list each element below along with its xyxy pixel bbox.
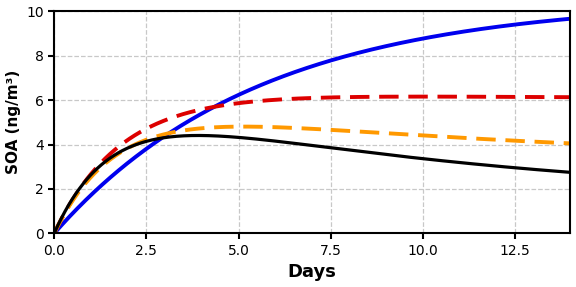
Y-axis label: SOA (ng/m³): SOA (ng/m³) xyxy=(6,70,21,174)
X-axis label: Days: Days xyxy=(288,263,337,282)
